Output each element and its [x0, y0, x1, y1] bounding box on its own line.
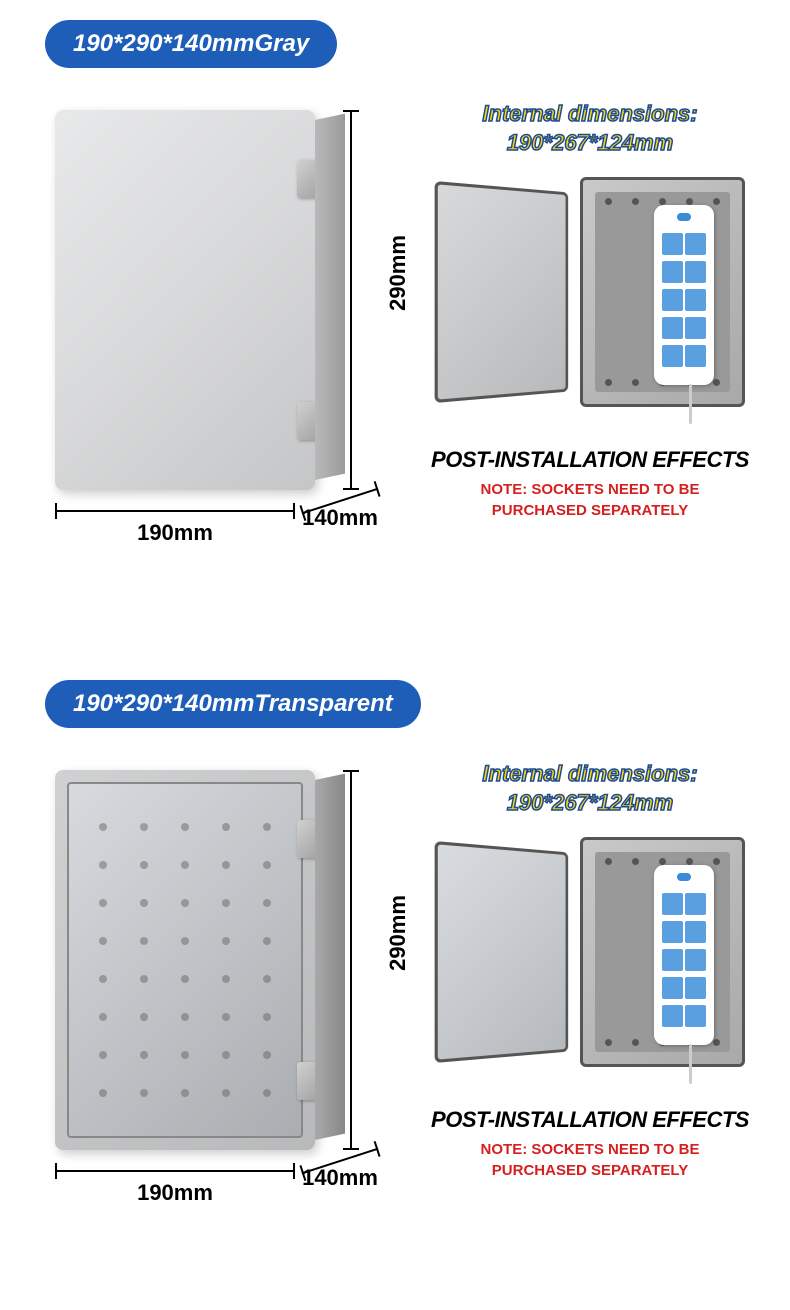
- purchase-note: NOTE: SOCKETS NEED TO BE PURCHASED SEPAR…: [420, 1139, 760, 1181]
- post-installation-title: POST-INSTALLATION EFFECTS: [420, 1107, 760, 1133]
- latch-icon: [297, 402, 323, 440]
- product-section-gray: 190*290*140mmGray 290mm 190mm 140mm Inte…: [0, 0, 790, 650]
- socket-led-icon: [677, 213, 691, 221]
- note-line: NOTE: SOCKETS NEED TO BE: [481, 481, 700, 498]
- internal-dimensions-label: Internal dimensions: 190*267*124mm: [420, 760, 760, 817]
- dimension-line-width: [55, 1170, 295, 1172]
- dimension-width-label: 190mm: [55, 520, 295, 546]
- internal-dim-text: Internal dimensions:: [482, 761, 697, 786]
- dimension-width-label: 190mm: [55, 1180, 295, 1206]
- note-line: NOTE: SOCKETS NEED TO BE: [481, 1141, 700, 1158]
- enclosure-lid: [435, 181, 569, 403]
- enclosure-box-transparent: [55, 770, 315, 1150]
- size-badge: 190*290*140mmTransparent: [45, 680, 421, 728]
- dimension-depth-label: 140mm: [295, 505, 385, 531]
- note-line: PURCHASED SEPARATELY: [492, 1162, 688, 1179]
- dimension-depth-label: 140mm: [295, 1165, 385, 1191]
- dimension-line-height: [350, 770, 352, 1150]
- product-open-view: Internal dimensions: 190*267*124mm: [420, 760, 760, 1181]
- latch-icon: [297, 160, 323, 198]
- power-cable-icon: [689, 1044, 692, 1084]
- enclosure-lid: [435, 841, 569, 1063]
- mounting-holes-grid: [85, 810, 285, 1110]
- product-section-transparent: 190*290*140mmTransparent 290mm 190mm 140…: [0, 660, 790, 1310]
- dimension-height-label: 290mm: [385, 235, 411, 311]
- enclosure-base: [580, 177, 745, 407]
- internal-dim-value: 190*267*124mm: [507, 790, 673, 815]
- power-socket-strip: [654, 865, 714, 1045]
- dimension-line-width: [55, 510, 295, 512]
- size-badge: 190*290*140mmGray: [45, 20, 337, 68]
- latch-icon: [297, 820, 323, 858]
- enclosure-open-illustration: [435, 177, 745, 417]
- dimension-line-height: [350, 110, 352, 490]
- note-line: PURCHASED SEPARATELY: [492, 502, 688, 519]
- latch-icon: [297, 1062, 323, 1100]
- internal-dimensions-label: Internal dimensions: 190*267*124mm: [420, 100, 760, 157]
- internal-dim-value: 190*267*124mm: [507, 130, 673, 155]
- purchase-note: NOTE: SOCKETS NEED TO BE PURCHASED SEPAR…: [420, 479, 760, 521]
- internal-dim-text: Internal dimensions:: [482, 101, 697, 126]
- enclosure-box-gray: [55, 110, 315, 490]
- socket-led-icon: [677, 873, 691, 881]
- enclosure-base: [580, 837, 745, 1067]
- power-cable-icon: [689, 384, 692, 424]
- post-installation-title: POST-INSTALLATION EFFECTS: [420, 447, 760, 473]
- product-open-view: Internal dimensions: 190*267*124mm: [420, 100, 760, 521]
- enclosure-open-illustration: [435, 837, 745, 1077]
- power-socket-strip: [654, 205, 714, 385]
- dimension-height-label: 290mm: [385, 895, 411, 971]
